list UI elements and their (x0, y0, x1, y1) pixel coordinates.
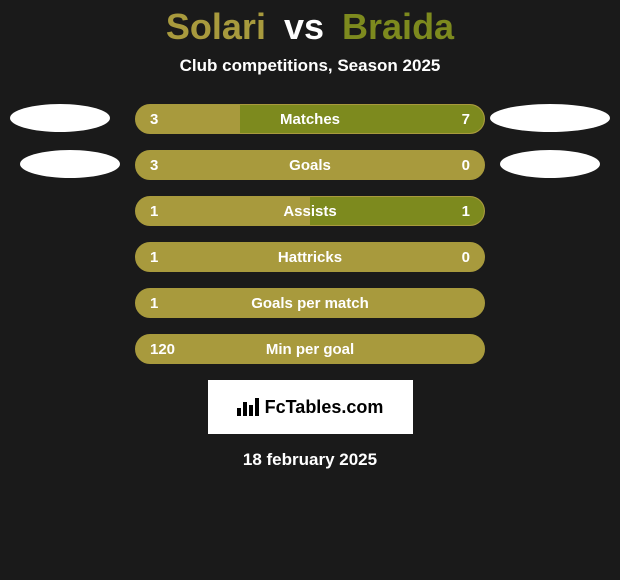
stat-value-right: 7 (462, 105, 470, 134)
page-title: Solari vs Braida (0, 0, 620, 50)
stat-value-right: 0 (462, 243, 470, 272)
stat-label: Assists (136, 197, 484, 226)
decorative-ellipse (500, 150, 600, 178)
stat-label: Goals (136, 151, 484, 180)
stat-row: 120Min per goal (135, 334, 485, 364)
stats-area: 3Matches73Goals01Assists11Hattricks01Goa… (0, 104, 620, 364)
logo-text: FcTables.com (265, 397, 384, 418)
logo: FcTables.com (237, 397, 384, 418)
decorative-ellipse (20, 150, 120, 178)
stat-label: Goals per match (136, 289, 484, 318)
logo-box: FcTables.com (208, 380, 413, 434)
stat-row: 3Goals0 (135, 150, 485, 180)
stat-value-right: 1 (462, 197, 470, 226)
bars-icon (237, 398, 259, 416)
decorative-ellipse (10, 104, 110, 132)
player2-name: Braida (342, 6, 454, 47)
stat-label: Hattricks (136, 243, 484, 272)
player1-name: Solari (166, 6, 266, 47)
date-text: 18 february 2025 (0, 450, 620, 470)
stat-row: 3Matches7 (135, 104, 485, 134)
stat-row: 1Assists1 (135, 196, 485, 226)
stat-row: 1Goals per match (135, 288, 485, 318)
stat-value-right: 0 (462, 151, 470, 180)
vs-text: vs (284, 6, 324, 47)
stat-label: Min per goal (136, 335, 484, 364)
decorative-ellipse (490, 104, 610, 132)
stat-row: 1Hattricks0 (135, 242, 485, 272)
stat-label: Matches (136, 105, 484, 134)
subtitle: Club competitions, Season 2025 (0, 56, 620, 76)
